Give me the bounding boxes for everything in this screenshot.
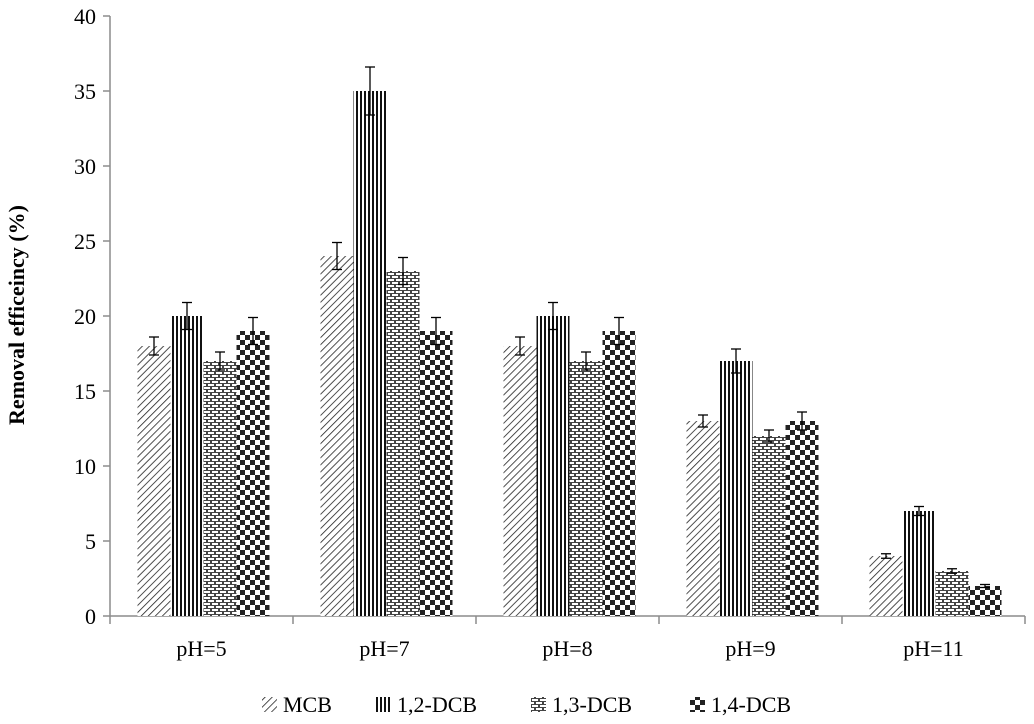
error-bar	[365, 66, 375, 116]
bar-1-4-dcb-0	[236, 331, 270, 616]
error-bar	[149, 336, 159, 356]
legend-swatch	[531, 697, 546, 712]
x-category-label: pH=8	[542, 636, 592, 661]
bar-1-3-dcb-3	[752, 436, 786, 616]
x-category-label: pH=7	[359, 636, 409, 661]
legend-label: 1,4-DCB	[711, 692, 791, 717]
error-bar	[914, 505, 924, 517]
error-bar	[431, 316, 441, 346]
bar-1-4-dcb-1	[419, 331, 453, 616]
error-bar	[698, 414, 708, 428]
y-tick-label: 35	[74, 79, 96, 104]
error-bar	[614, 316, 624, 346]
bar-mcb-4	[869, 556, 903, 616]
y-tick-label: 40	[74, 4, 96, 29]
bar-1-4-dcb-4	[968, 586, 1002, 616]
error-bar	[398, 256, 408, 286]
bar-mcb-1	[320, 256, 354, 616]
y-tick-label: 25	[74, 229, 96, 254]
legend-item: 1,4-DCB	[690, 692, 791, 717]
error-bar	[248, 316, 258, 346]
x-category-label: pH=5	[176, 636, 226, 661]
y-tick-label: 10	[74, 454, 96, 479]
legend-label: 1,3-DCB	[552, 692, 632, 717]
legend-swatch	[376, 697, 391, 712]
y-ticks: 0 5 10 15 20 25 30 35 40	[74, 4, 110, 629]
y-tick-label: 30	[74, 154, 96, 179]
legend-item: MCB	[262, 692, 332, 717]
bar-mcb-0	[137, 346, 171, 616]
bar-1-3-dcb-4	[935, 571, 969, 616]
bar-1-4-dcb-3	[785, 421, 819, 616]
x-category-label: pH=11	[903, 636, 963, 661]
bar-1-3-dcb-0	[203, 361, 237, 616]
legend-label: MCB	[283, 692, 332, 717]
error-bar	[731, 348, 741, 374]
x-category-label: pH=9	[725, 636, 775, 661]
y-axis-label: Removal efficeincy (%)	[4, 205, 29, 425]
error-bar	[980, 583, 990, 589]
error-bar	[581, 351, 591, 371]
y-tick-label: 0	[85, 604, 96, 629]
legend-swatch	[262, 697, 277, 712]
bar-mcb-3	[686, 421, 720, 616]
bar-1-2-dcb-3	[719, 361, 753, 616]
error-bar	[881, 553, 891, 559]
y-tick-label: 5	[85, 529, 96, 554]
x-labels: pH=5 pH=7 pH=8 pH=9 pH=11	[176, 636, 963, 661]
error-bar	[548, 301, 558, 331]
bar-1-4-dcb-2	[602, 331, 636, 616]
bar-1-3-dcb-2	[569, 361, 603, 616]
legend-item: 1,2-DCB	[376, 692, 477, 717]
error-bar	[947, 568, 957, 574]
bar-1-2-dcb-1	[353, 91, 387, 616]
bars	[137, 91, 1002, 616]
legend-swatch	[690, 697, 705, 712]
error-bars	[149, 66, 990, 589]
error-bar	[764, 429, 774, 443]
bar-1-2-dcb-0	[170, 316, 204, 616]
error-bar	[215, 351, 225, 371]
legend: MCB 1,2-DCB 1,3-DCB 1,4-DCB	[262, 692, 791, 717]
y-tick-label: 20	[74, 304, 96, 329]
bar-1-2-dcb-4	[902, 511, 936, 616]
bar-1-3-dcb-1	[386, 271, 420, 616]
error-bar	[182, 301, 192, 331]
error-bar	[797, 411, 807, 431]
error-bar	[515, 336, 525, 356]
legend-item: 1,3-DCB	[531, 692, 632, 717]
legend-label: 1,2-DCB	[397, 692, 477, 717]
y-tick-label: 15	[74, 379, 96, 404]
bar-mcb-2	[503, 346, 537, 616]
error-bar	[332, 241, 342, 271]
bar-1-2-dcb-2	[536, 316, 570, 616]
